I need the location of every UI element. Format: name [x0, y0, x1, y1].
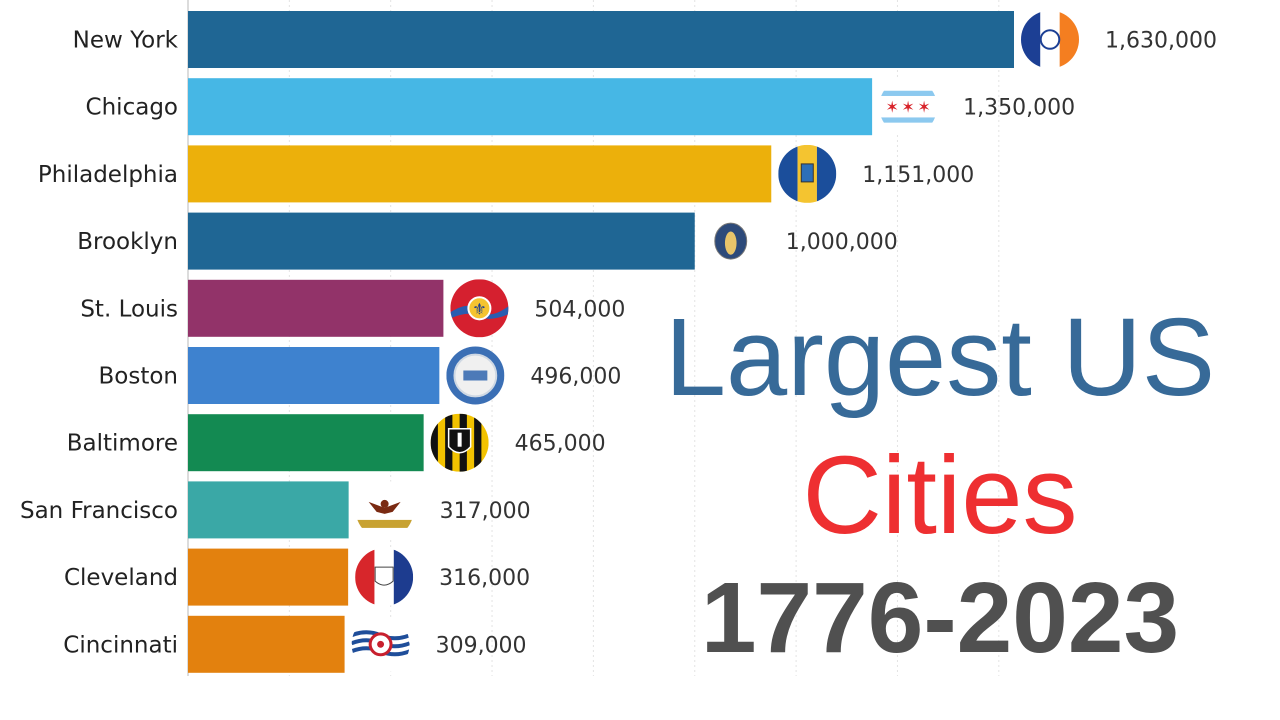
value-label: 496,000: [530, 365, 621, 390]
bar-row: Baltimore 465,000: [67, 413, 606, 472]
title-line-2: Cities: [802, 434, 1078, 557]
svg-text:✶: ✶: [917, 98, 930, 117]
st-louis-flag-icon: ⚜: [450, 279, 509, 338]
category-label: Chicago: [86, 95, 178, 121]
san-francisco-flag-icon: [355, 480, 414, 539]
cleveland-flag-icon: [355, 548, 414, 607]
bar-row: Cincinnati 309,000: [63, 615, 527, 674]
new-york-flag-icon: [1021, 10, 1079, 69]
category-label: San Francisco: [20, 498, 178, 524]
bar-row: New York 1,630,000: [73, 10, 1217, 69]
category-label: Baltimore: [67, 431, 178, 457]
bar: [188, 212, 695, 270]
bar: [188, 145, 772, 203]
category-label: Cleveland: [64, 565, 178, 591]
bar: [188, 414, 424, 472]
svg-text:✶: ✶: [901, 98, 914, 117]
category-label: New York: [73, 28, 179, 54]
bar: [188, 11, 1014, 68]
bar-row: St. Louis ⚜ 504,000: [80, 279, 625, 338]
svg-text:✶: ✶: [885, 98, 898, 117]
bar: [188, 548, 349, 606]
bar: [188, 347, 440, 404]
bar-row: Boston 496,000: [98, 346, 621, 405]
category-label: Philadelphia: [38, 162, 178, 188]
value-label: 504,000: [534, 297, 625, 322]
svg-text:⚜: ⚜: [472, 299, 486, 318]
bar: [188, 481, 349, 539]
bar: [188, 279, 444, 337]
philadelphia-flag-icon: [778, 144, 837, 203]
title-line-3: 1776-2023: [700, 562, 1180, 674]
value-label: 317,000: [440, 499, 531, 524]
value-label: 1,151,000: [862, 163, 974, 188]
bar-row: Chicago ✶ ✶ ✶ 1,350,000: [86, 77, 1075, 136]
value-label: 316,000: [439, 566, 530, 591]
category-label: St. Louis: [80, 296, 178, 322]
value-label: 465,000: [515, 432, 606, 457]
value-label: 1,630,000: [1105, 29, 1217, 54]
bar-row: Philadelphia 1,151,000: [38, 144, 974, 203]
chicago-flag-icon: ✶ ✶ ✶: [879, 77, 938, 136]
cincinnati-flag-icon: [351, 615, 410, 674]
bar-row: San Francisco 317,000: [20, 480, 531, 539]
baltimore-flag-icon: [430, 413, 489, 472]
bar: [188, 78, 873, 136]
brooklyn-flag-icon: [701, 212, 760, 271]
value-label: 309,000: [436, 633, 527, 658]
category-label: Cincinnati: [63, 632, 178, 658]
bar-row: Brooklyn 1,000,000: [77, 212, 898, 271]
category-label: Brooklyn: [77, 229, 178, 255]
value-label: 1,350,000: [963, 96, 1075, 121]
boston-flag-icon: [446, 346, 505, 405]
bar-row: Cleveland 316,000: [64, 548, 530, 607]
bar: [188, 615, 345, 673]
category-label: Boston: [98, 364, 178, 390]
title-line-1: Largest US: [664, 296, 1216, 419]
value-label: 1,000,000: [786, 230, 898, 255]
